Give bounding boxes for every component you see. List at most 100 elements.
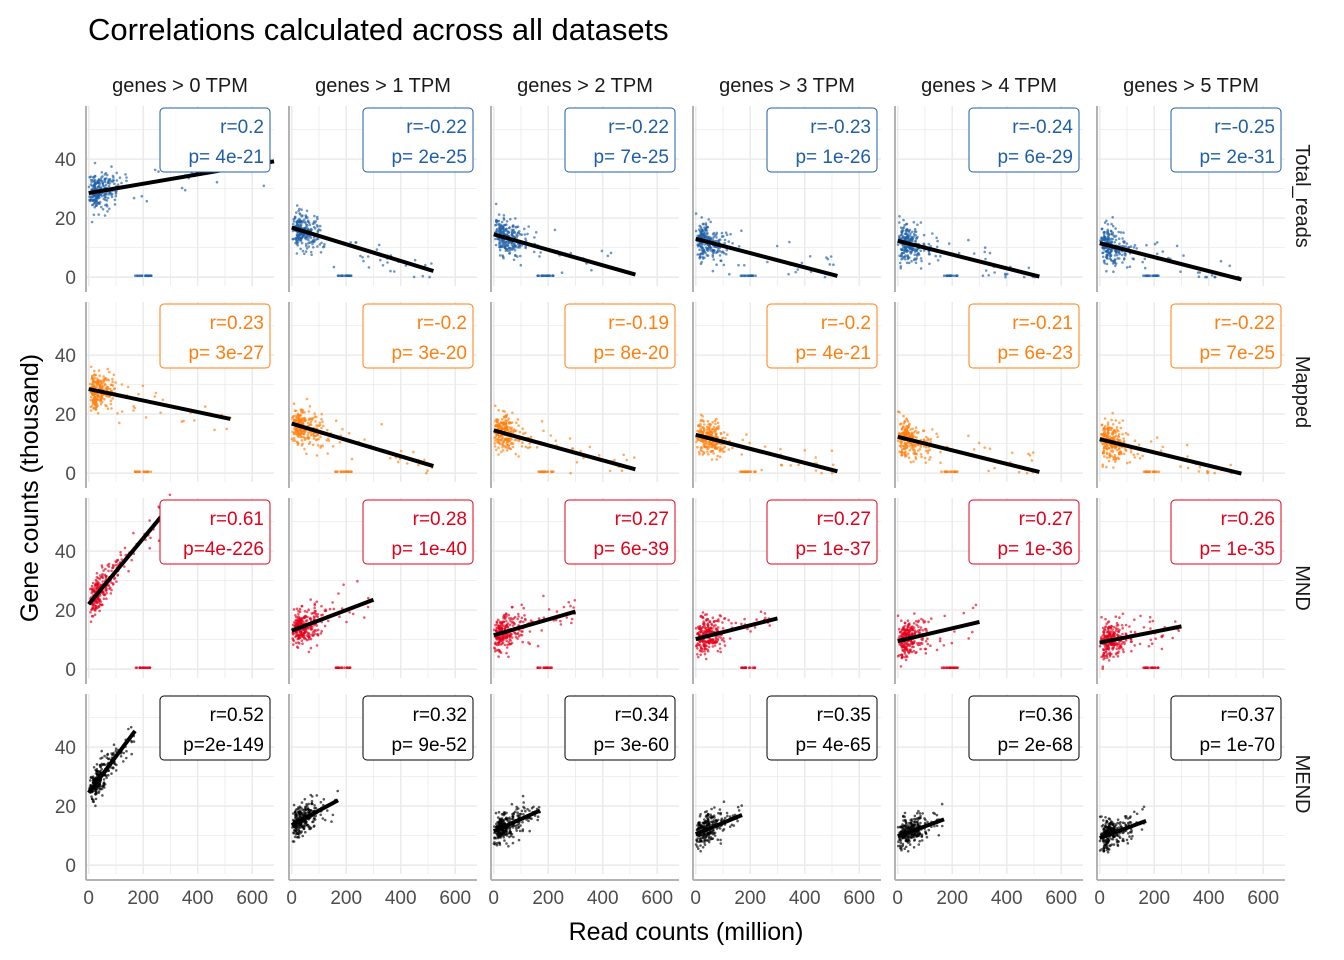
data-point: [719, 650, 722, 654]
data-point: [909, 460, 913, 464]
data-point: [153, 168, 157, 172]
data-point: [291, 637, 295, 640]
data-point: [1117, 237, 1121, 240]
data-point: [1101, 442, 1104, 446]
data-point: [386, 261, 389, 264]
data-point: [134, 470, 138, 474]
data-point: [703, 445, 706, 449]
data-point: [1186, 455, 1189, 458]
data-point: [215, 180, 219, 184]
data-point: [312, 437, 316, 441]
data-point: [501, 226, 505, 229]
data-point: [354, 241, 358, 244]
p-value-label: p= 4e-21: [188, 147, 264, 168]
data-point: [698, 450, 701, 454]
regression-line: [291, 421, 434, 468]
data-point: [504, 242, 508, 246]
data-point: [715, 442, 719, 445]
data-point: [519, 254, 522, 258]
data-point: [300, 232, 304, 236]
data-point: [695, 440, 698, 444]
data-point: [298, 237, 302, 240]
data-point: [922, 233, 926, 237]
data-point: [914, 240, 917, 243]
data-point: [579, 450, 582, 453]
data-point: [1025, 471, 1029, 475]
data-point: [308, 617, 312, 621]
data-point: [301, 249, 305, 253]
data-point: [298, 607, 302, 611]
data-point: [722, 447, 725, 450]
data-point: [914, 619, 918, 623]
data-point: [904, 246, 907, 250]
data-point: [315, 424, 318, 427]
data-point: [493, 442, 497, 445]
data-point: [193, 419, 196, 422]
data-point: [502, 620, 506, 624]
data-point: [312, 246, 315, 249]
data-point: [1116, 257, 1119, 260]
data-point: [496, 433, 500, 437]
data-point: [494, 445, 497, 448]
data-point: [718, 250, 722, 253]
data-point: [779, 447, 782, 451]
data-point: [919, 249, 922, 253]
data-point: [905, 424, 908, 428]
data-point: [1113, 260, 1117, 264]
data-point: [905, 261, 909, 265]
data-point: [714, 636, 718, 640]
data-point: [319, 251, 323, 254]
data-point: [1136, 452, 1139, 456]
data-point: [1133, 243, 1137, 247]
data-point: [549, 434, 553, 437]
data-point: [1153, 242, 1157, 246]
data-point: [136, 470, 139, 474]
data-point: [1159, 449, 1163, 453]
data-point: [311, 242, 314, 246]
data-point: [498, 254, 502, 257]
data-point: [1119, 426, 1123, 430]
regression-line: [1099, 241, 1242, 282]
data-point: [92, 213, 96, 217]
facet-panel: r=-0.19p= 8e-20: [490, 302, 679, 488]
data-point: [924, 461, 928, 464]
data-point: [417, 463, 420, 467]
data-point: [582, 456, 585, 460]
data-point: [1155, 252, 1159, 256]
data-point: [1143, 266, 1147, 270]
data-point: [126, 385, 130, 389]
data-point: [298, 212, 301, 215]
data-point: [101, 184, 105, 187]
data-point: [299, 247, 303, 251]
data-point: [101, 175, 104, 178]
data-point: [919, 221, 923, 224]
data-point: [103, 214, 107, 217]
data-point: [295, 416, 299, 419]
data-point: [315, 644, 319, 647]
data-point: [521, 427, 524, 431]
data-point: [808, 254, 812, 258]
data-point: [899, 265, 903, 268]
data-point: [559, 619, 562, 623]
data-point: [703, 423, 706, 426]
data-point: [309, 646, 313, 650]
data-point: [701, 432, 705, 436]
data-point: [706, 622, 710, 625]
data-point: [940, 470, 943, 474]
data-point: [1113, 457, 1116, 461]
data-point: [935, 245, 939, 249]
data-point: [706, 447, 709, 451]
data-point: [505, 220, 509, 223]
data-point: [90, 584, 94, 588]
data-point: [1103, 230, 1106, 234]
data-point: [716, 649, 720, 653]
data-point: [100, 171, 104, 174]
data-point: [719, 432, 723, 436]
data-point: [910, 446, 913, 450]
annotation-box: [159, 107, 271, 173]
data-point: [95, 385, 99, 389]
data-point: [720, 251, 724, 254]
data-point: [109, 592, 113, 595]
data-point: [696, 445, 699, 449]
